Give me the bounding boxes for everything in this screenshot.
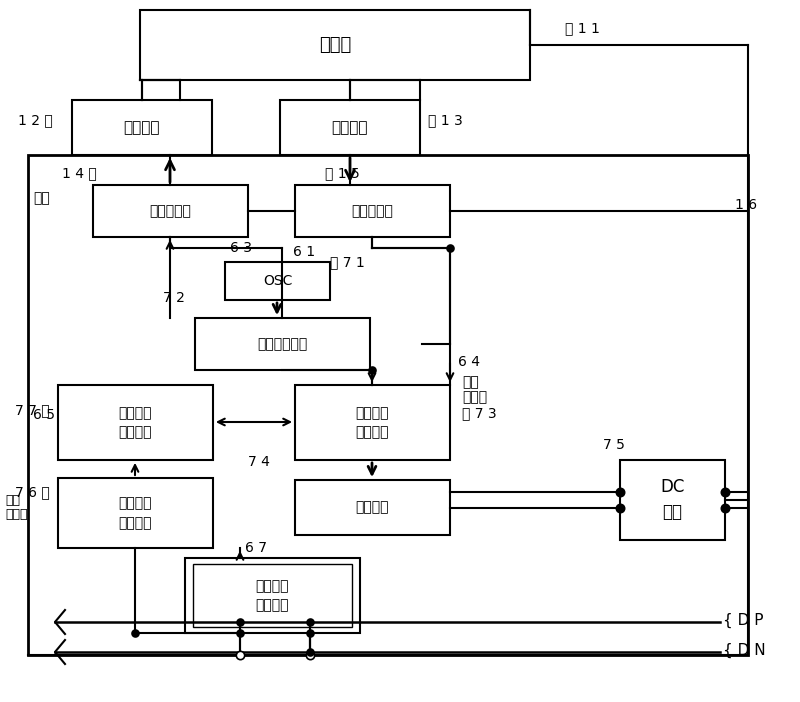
Bar (280, 100, 420, 155)
Text: 7 5: 7 5 (603, 438, 625, 452)
Bar (192, 248, 422, 380)
Text: 行驱动器: 行驱动器 (356, 501, 390, 515)
Text: 输入单元: 输入单元 (124, 120, 160, 135)
Text: 6 1: 6 1 (293, 245, 315, 259)
Text: 1 4 ～: 1 4 ～ (62, 166, 97, 180)
Text: 主站: 主站 (33, 191, 50, 205)
Text: 控制部: 控制部 (319, 36, 351, 54)
Bar (225, 262, 330, 300)
Text: 7 7 ～: 7 7 ～ (15, 403, 50, 417)
Text: 7 6 ～: 7 6 ～ (15, 485, 50, 499)
Bar (295, 480, 450, 535)
Text: OSC: OSC (263, 274, 292, 288)
Text: ～ 7 1: ～ 7 1 (330, 255, 365, 269)
Bar (72, 100, 212, 155)
Bar (185, 558, 360, 633)
Bar (195, 318, 370, 370)
Text: 传送旁漏
电流电路: 传送旁漏 电流电路 (256, 578, 290, 612)
Text: 控制数据
产生单元: 控制数据 产生单元 (356, 406, 390, 439)
Text: ～ 1 5: ～ 1 5 (325, 166, 360, 180)
Text: 7 4: 7 4 (248, 455, 270, 469)
Bar (58, 385, 213, 460)
Bar (193, 564, 352, 627)
Bar (295, 185, 450, 237)
Text: 主站: 主站 (5, 494, 20, 507)
Text: 定时产生单元: 定时产生单元 (258, 337, 308, 351)
Bar (32, 372, 300, 642)
Text: 监视信号
检测单元: 监视信号 检测单元 (118, 496, 152, 530)
Text: ～ 7 3: ～ 7 3 (462, 406, 497, 420)
Text: 主站: 主站 (462, 375, 478, 389)
Text: 6 4: 6 4 (458, 355, 480, 369)
Text: 监视数据
提取单元: 监视数据 提取单元 (118, 406, 152, 439)
Bar (58, 478, 213, 548)
Text: 输出数据部: 输出数据部 (351, 204, 394, 218)
Text: ～ 1 1: ～ 1 1 (565, 21, 600, 35)
Text: { D N: { D N (723, 642, 766, 658)
Text: DC
电源: DC 电源 (660, 479, 685, 522)
Text: 6 5: 6 5 (33, 408, 55, 422)
Bar (280, 372, 548, 567)
Text: 输入数据部: 输入数据部 (150, 204, 191, 218)
Text: 1 6: 1 6 (735, 198, 757, 212)
Bar (620, 460, 725, 540)
Text: 6 7: 6 7 (245, 541, 267, 555)
Text: ～ 1 3: ～ 1 3 (428, 113, 462, 127)
Bar (93, 185, 248, 237)
Bar (28, 155, 748, 655)
Text: { D P: { D P (723, 612, 763, 628)
Text: 输出部: 输出部 (462, 390, 487, 404)
Bar (295, 385, 450, 460)
Text: 1 2 ～: 1 2 ～ (18, 113, 53, 127)
Text: 6 3: 6 3 (230, 241, 252, 255)
Text: 7 2: 7 2 (163, 291, 185, 305)
Bar (140, 10, 530, 80)
Text: 输出单元: 输出单元 (332, 120, 368, 135)
Text: 输入部: 输入部 (5, 508, 27, 522)
